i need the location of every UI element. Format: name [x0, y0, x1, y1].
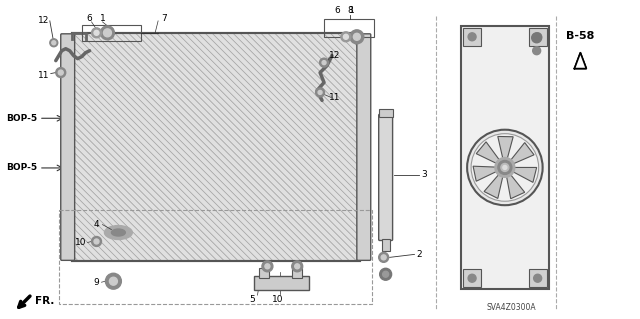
Polygon shape — [512, 167, 537, 182]
Bar — [529, 269, 547, 287]
Bar — [529, 28, 547, 46]
Circle shape — [380, 268, 392, 280]
Circle shape — [532, 47, 541, 55]
Polygon shape — [484, 174, 503, 198]
Circle shape — [58, 70, 63, 75]
Circle shape — [468, 274, 476, 282]
Polygon shape — [575, 53, 586, 69]
Circle shape — [350, 30, 364, 44]
Circle shape — [467, 130, 543, 205]
Text: FR.: FR. — [35, 296, 54, 306]
Polygon shape — [506, 174, 525, 199]
FancyBboxPatch shape — [61, 34, 75, 260]
Text: 6: 6 — [86, 14, 92, 23]
Circle shape — [534, 274, 541, 282]
Circle shape — [292, 261, 303, 272]
Circle shape — [92, 28, 102, 38]
Text: 4: 4 — [93, 220, 99, 229]
Circle shape — [353, 33, 360, 40]
Circle shape — [56, 68, 66, 78]
Text: B-58: B-58 — [566, 31, 595, 41]
Polygon shape — [476, 142, 500, 164]
Circle shape — [503, 166, 507, 169]
Circle shape — [319, 58, 328, 67]
Circle shape — [50, 39, 58, 47]
Text: 12: 12 — [38, 16, 49, 26]
Text: 12: 12 — [329, 51, 340, 60]
Bar — [461, 26, 548, 289]
Circle shape — [106, 273, 122, 289]
Circle shape — [381, 255, 386, 260]
Text: 1: 1 — [349, 6, 355, 15]
FancyBboxPatch shape — [379, 114, 392, 241]
Circle shape — [265, 264, 270, 269]
Circle shape — [501, 163, 509, 171]
Circle shape — [100, 26, 115, 40]
Circle shape — [468, 33, 476, 41]
Circle shape — [94, 30, 99, 35]
Ellipse shape — [111, 229, 125, 236]
Bar — [463, 269, 481, 287]
Circle shape — [316, 88, 324, 97]
Circle shape — [379, 252, 388, 262]
Bar — [72, 33, 360, 261]
Text: 9: 9 — [93, 278, 99, 287]
Circle shape — [498, 160, 512, 174]
Text: 2: 2 — [417, 250, 422, 259]
Circle shape — [295, 264, 300, 269]
Circle shape — [52, 41, 56, 45]
Polygon shape — [510, 143, 534, 164]
Text: 1: 1 — [100, 14, 106, 23]
Text: 11: 11 — [38, 71, 50, 80]
Bar — [381, 240, 390, 251]
Circle shape — [344, 34, 348, 39]
Circle shape — [318, 91, 322, 94]
Polygon shape — [498, 137, 513, 160]
Circle shape — [109, 277, 117, 285]
Bar — [324, 19, 374, 37]
Bar — [255, 276, 309, 290]
Circle shape — [262, 261, 273, 272]
Circle shape — [532, 33, 541, 43]
Bar — [59, 210, 372, 304]
Circle shape — [94, 239, 99, 244]
Circle shape — [104, 29, 111, 37]
Circle shape — [322, 61, 326, 65]
Text: 7: 7 — [161, 14, 167, 23]
Text: 10: 10 — [271, 295, 283, 304]
Bar — [82, 25, 141, 41]
Bar — [292, 268, 302, 278]
Circle shape — [383, 271, 388, 277]
Text: BOP-5: BOP-5 — [6, 163, 37, 173]
Circle shape — [92, 236, 102, 247]
Text: 3: 3 — [421, 170, 427, 179]
Text: SVA4Z0300A: SVA4Z0300A — [486, 302, 536, 312]
Text: 5: 5 — [250, 295, 255, 304]
Bar — [259, 268, 269, 278]
Text: 8: 8 — [347, 6, 353, 15]
Polygon shape — [473, 166, 498, 181]
Text: BOP-5: BOP-5 — [6, 114, 37, 123]
Bar — [463, 28, 481, 46]
Bar — [72, 33, 360, 261]
Circle shape — [534, 33, 541, 41]
Text: 11: 11 — [329, 93, 340, 102]
Text: 6: 6 — [334, 6, 340, 15]
Circle shape — [471, 134, 539, 201]
Circle shape — [341, 32, 351, 42]
Text: 10: 10 — [75, 238, 86, 247]
Bar — [379, 109, 392, 117]
FancyBboxPatch shape — [357, 34, 371, 260]
Circle shape — [495, 158, 515, 177]
Ellipse shape — [104, 226, 132, 240]
